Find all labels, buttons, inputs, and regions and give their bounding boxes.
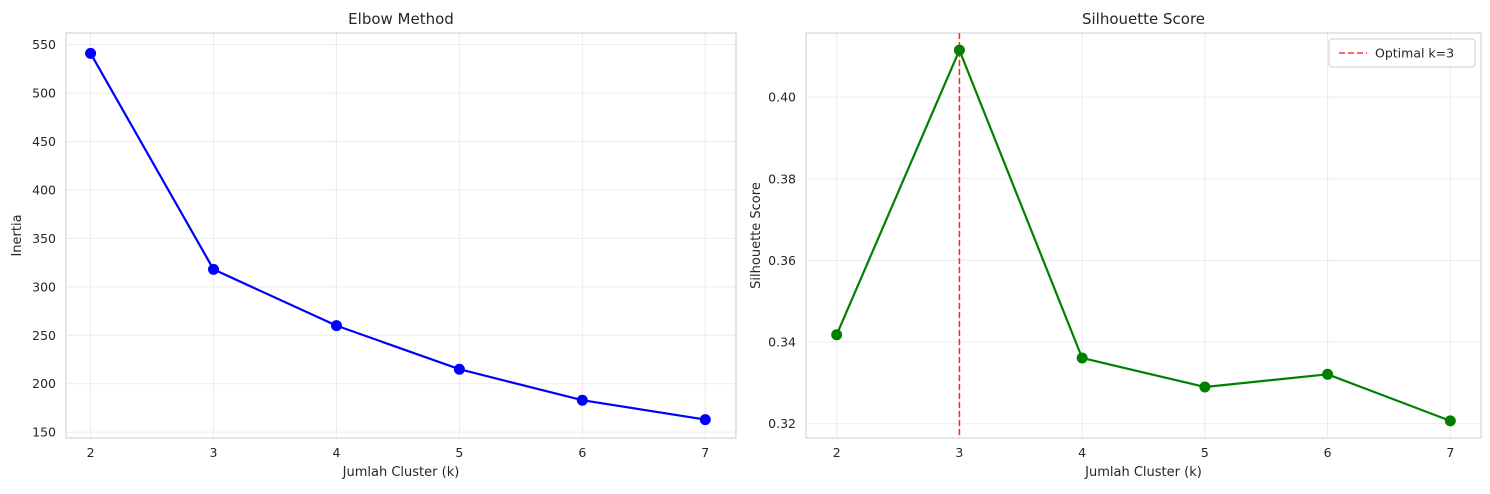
y-tick-label: 200 [32,376,56,391]
y-tick-label: 0.36 [768,253,796,268]
x-axis-label: Jumlah Cluster (k) [342,465,460,480]
x-tick-label: 4 [1078,445,1086,460]
chart-2: 2 3 4 5 6 7 0.32 0.34 0.36 0.38 0.40 Jumlah Cluster… [749,10,1482,480]
x-tick-label: 6 [578,445,586,460]
y-tick-label: 150 [32,425,56,440]
chart-title: Silhouette Score [1082,10,1205,28]
data-point [453,363,465,375]
y-tick-label: 400 [32,182,56,197]
chart-title: Elbow Method [348,10,454,28]
data-point [1199,381,1211,393]
x-tick-label: 5 [455,445,463,460]
x-tick-label: 7 [701,445,709,460]
legend-box [1328,38,1476,68]
x-tick-label: 3 [210,445,218,460]
y-tick-label: 250 [32,328,56,343]
x-tick-label: 6 [1324,445,1332,460]
data-point [831,329,843,341]
y-tick-label: 0.32 [768,416,796,431]
series-line [89,52,706,421]
x-axis-label: Jumlah Cluster (k) [1084,465,1202,480]
y-axis-label: Silhouette Score [749,182,764,289]
legend: Optimal k=3 [1328,38,1476,68]
data-point [1076,352,1088,364]
data-point [1322,368,1334,380]
data-point [699,414,711,426]
x-tick-label: 2 [833,445,841,460]
series-line [835,49,1451,422]
y-tick-label: 0.40 [768,90,796,105]
y-axis-label: Inertia [10,214,25,256]
y-tick-label: 500 [32,86,56,101]
y-tick-label: 550 [32,37,56,52]
legend-label: Optimal k=3 [1375,46,1454,61]
data-point [953,44,965,56]
plot-frame [805,32,1482,439]
x-tick-label: 5 [1201,445,1209,460]
x-tick-label: 2 [87,445,95,460]
y-tick-label: 350 [32,231,56,246]
x-tick-label: 4 [332,445,340,460]
y-tick-label: 0.34 [768,335,796,350]
y-tick-label: 450 [32,134,56,149]
x-tick-label: 7 [1446,445,1454,460]
plot-frame [65,32,737,439]
x-tick-label: 3 [955,445,963,460]
data-point [85,47,97,59]
data-point [208,263,220,275]
data-point [330,320,342,332]
data-point [576,394,588,406]
y-tick-label: 300 [32,279,56,294]
chart-1: 2 3 4 5 6 7 150 200 250 300 350 400 450 500 550 Jumlah … [10,10,737,480]
y-tick-label: 0.38 [768,171,796,186]
data-point [1444,415,1456,427]
